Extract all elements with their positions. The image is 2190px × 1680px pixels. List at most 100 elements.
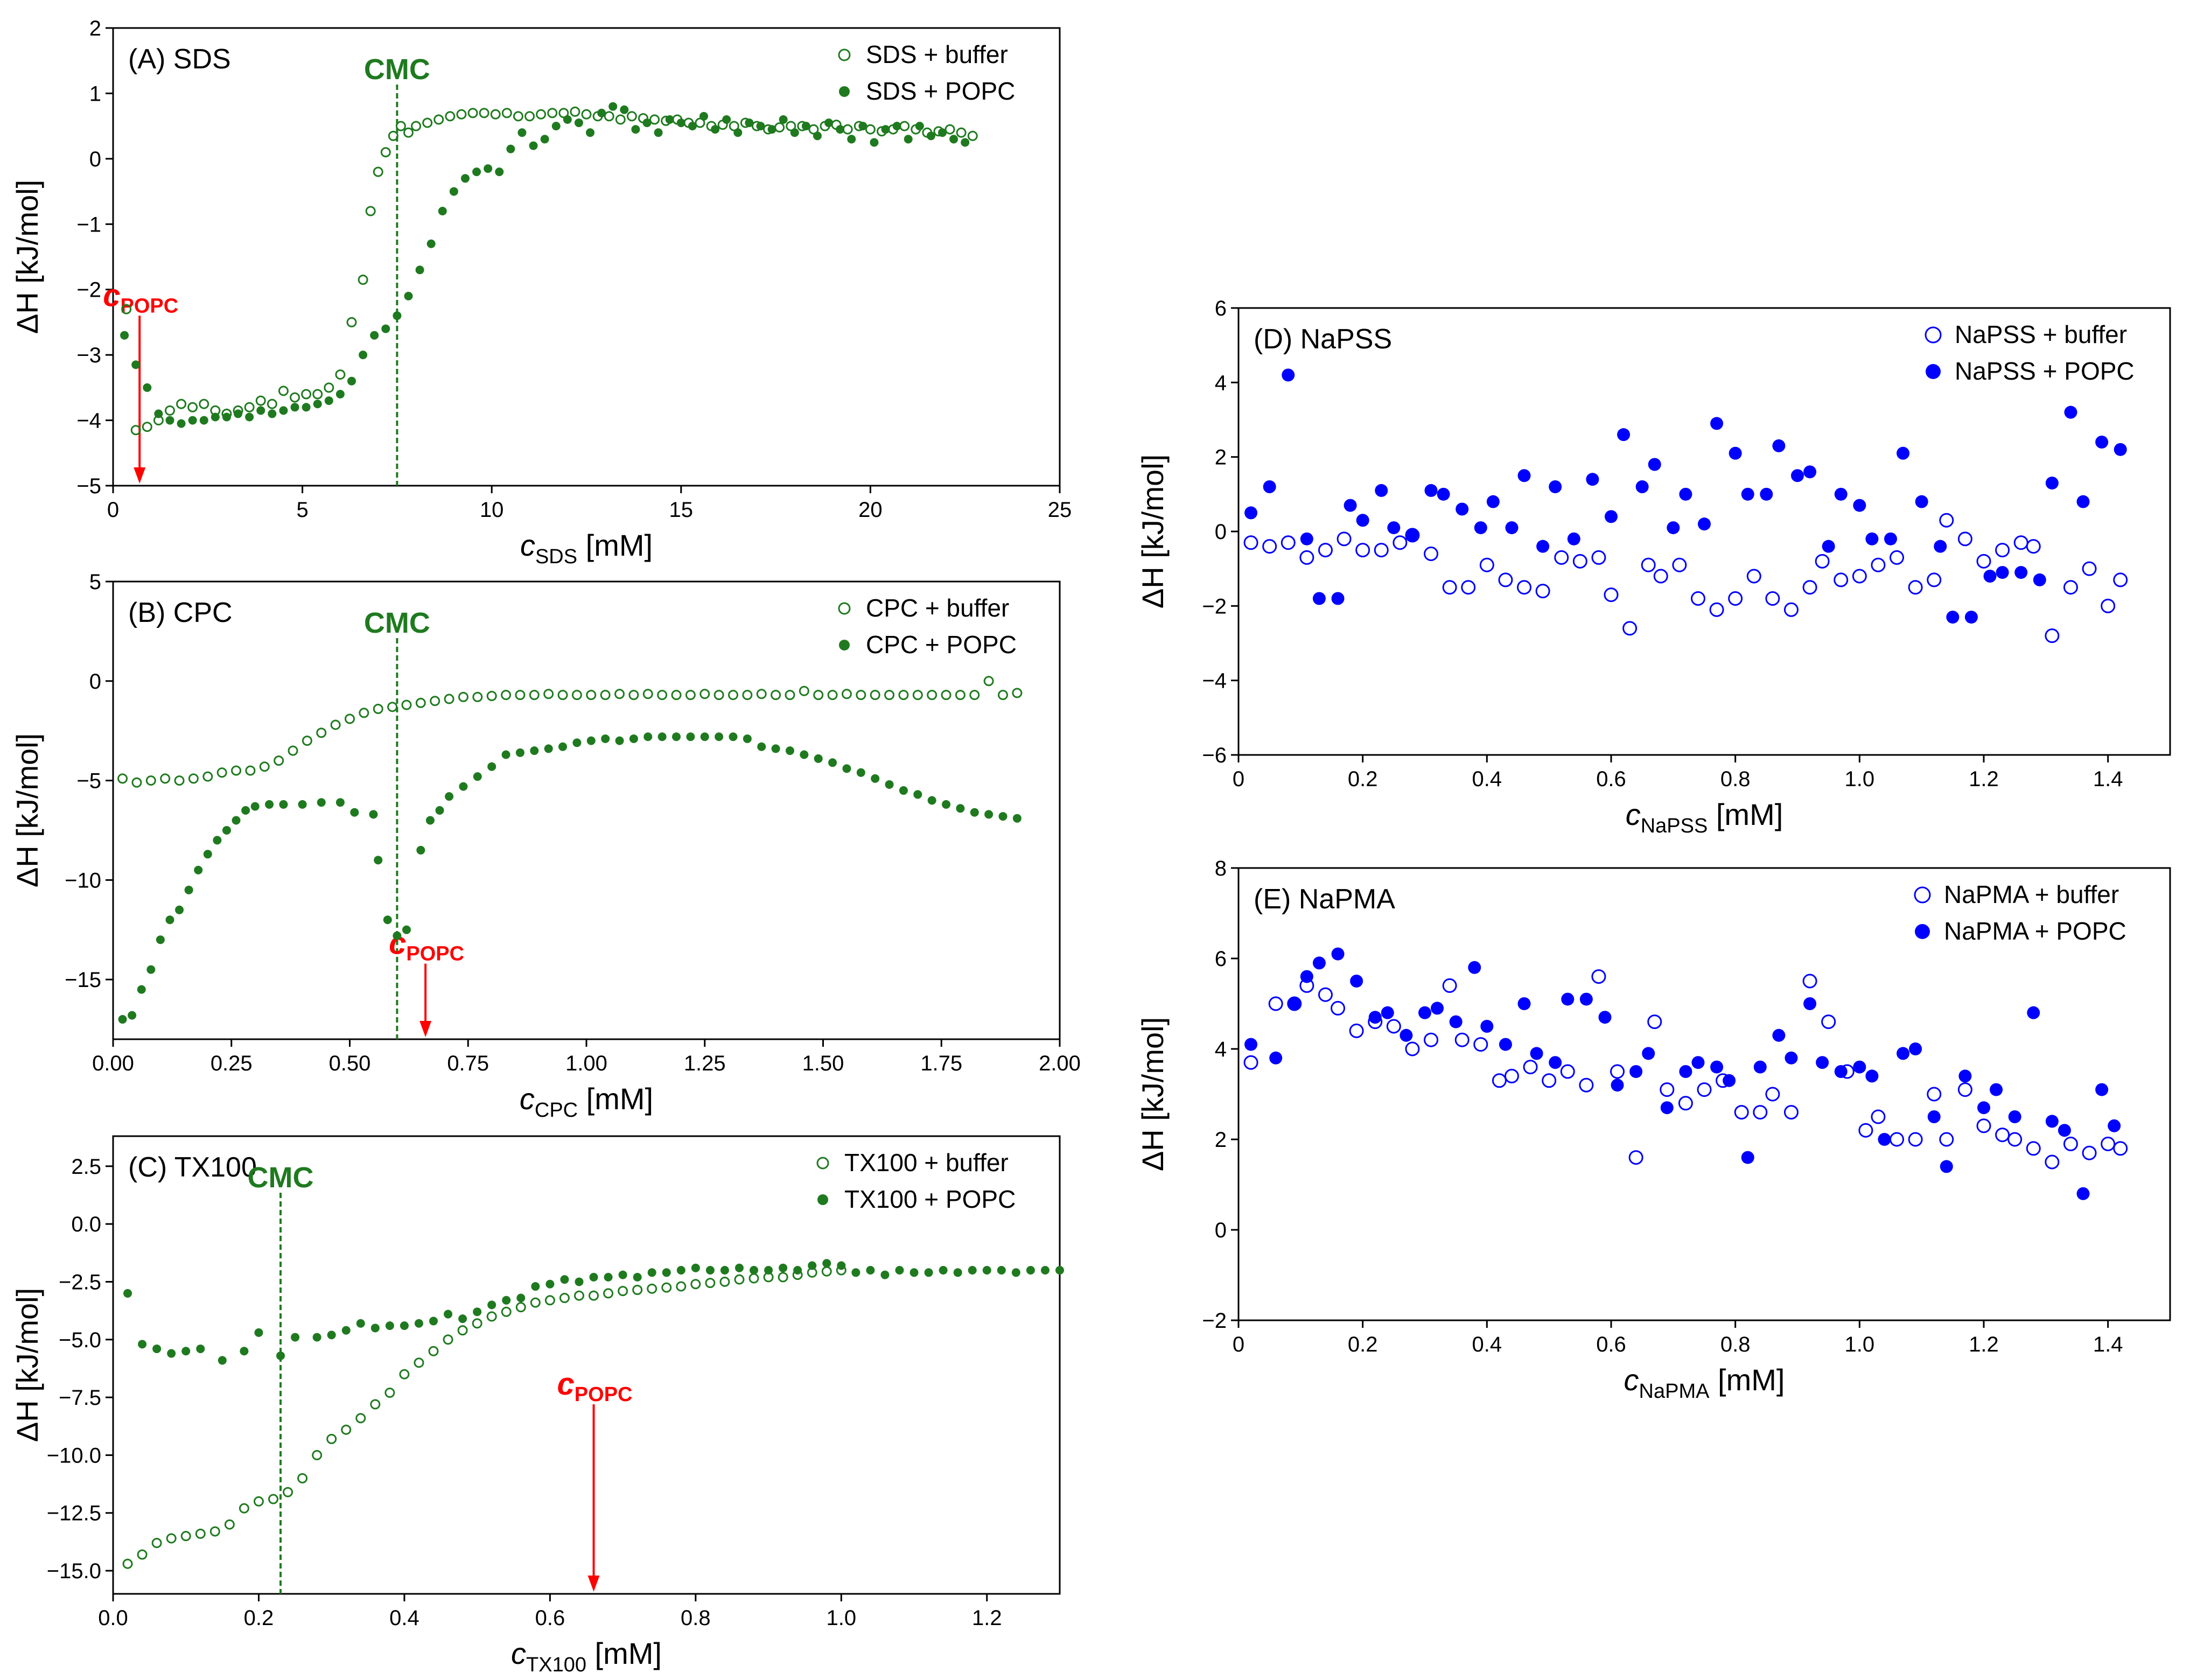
y-tick-label: 2 xyxy=(1215,1128,1227,1152)
data-point xyxy=(460,174,470,183)
y-tick-label: −4 xyxy=(1202,669,1227,693)
data-point xyxy=(1783,602,1799,617)
data-point xyxy=(632,1284,643,1295)
popc-arrow-head xyxy=(587,1576,600,1592)
x-tick-label: 0.75 xyxy=(447,1052,489,1075)
x-tick-label: 0.8 xyxy=(1720,1333,1751,1356)
data-point xyxy=(851,1268,860,1277)
data-point xyxy=(146,965,156,974)
data-point xyxy=(1449,1015,1463,1028)
data-point xyxy=(892,122,901,131)
data-point xyxy=(1591,550,1606,565)
data-point xyxy=(1908,1132,1923,1147)
x-tick-label: 1.0 xyxy=(1845,1333,1875,1356)
data-point xyxy=(245,765,256,776)
data-point xyxy=(501,690,512,701)
y-tick-label: 0 xyxy=(1215,1219,1227,1242)
series-buffer xyxy=(1243,513,2128,643)
data-point xyxy=(429,1317,438,1326)
x-tick-label: 0 xyxy=(1233,1333,1244,1356)
data-point xyxy=(1281,535,1296,550)
data-point xyxy=(1653,569,1668,584)
y-tick-label: 0.0 xyxy=(71,1213,101,1236)
data-point xyxy=(1728,591,1743,606)
data-point xyxy=(642,689,653,699)
x-tick-label: 2.00 xyxy=(1039,1052,1081,1075)
data-point xyxy=(1648,458,1661,471)
data-point xyxy=(881,125,890,134)
series-buffer xyxy=(121,106,978,436)
data-point xyxy=(1802,580,1817,595)
data-point xyxy=(430,696,440,706)
data-point xyxy=(1269,1051,1283,1065)
x-tick-label: 1.0 xyxy=(1845,767,1875,791)
data-point xyxy=(123,1289,132,1298)
data-point xyxy=(756,689,767,699)
data-point xyxy=(1461,580,1476,595)
data-point xyxy=(1871,557,1886,572)
data-point xyxy=(1473,1037,1488,1052)
x-axis-label-main: c xyxy=(520,1082,535,1116)
y-tick-label: −4 xyxy=(76,409,101,433)
legend-marker xyxy=(817,1194,828,1205)
data-point xyxy=(166,1533,177,1544)
data-point xyxy=(145,775,156,786)
data-point xyxy=(177,419,186,428)
data-point xyxy=(1995,543,2010,558)
data-point xyxy=(156,935,165,944)
data-point xyxy=(486,691,497,701)
y-tick-label: −15.0 xyxy=(47,1559,101,1583)
data-point xyxy=(719,1276,730,1287)
x-axis-label-unit: [mM] xyxy=(1708,797,1783,831)
data-point xyxy=(575,1277,584,1286)
data-point xyxy=(467,108,478,118)
data-point xyxy=(515,748,524,757)
y-axis-label: ΔH [kJ/mol] xyxy=(10,733,44,887)
data-point xyxy=(326,1433,337,1444)
y-tick-label: −12.5 xyxy=(47,1502,101,1525)
data-point xyxy=(121,304,132,314)
panel-title: (D) NaPSS xyxy=(1254,324,1392,355)
data-point xyxy=(1263,480,1276,493)
panel-e: 0 0.2 0.4 0.6 0.8 1.0 1.2 1.4 −2 0 2 4 6 8 cNaPMA [mM]… xyxy=(1136,857,2171,1403)
data-point xyxy=(793,1265,802,1275)
data-point xyxy=(180,1531,191,1542)
data-point xyxy=(1647,1014,1662,1030)
data-point xyxy=(1344,499,1357,512)
data-point xyxy=(856,690,866,701)
data-point xyxy=(1834,1065,1848,1078)
data-point xyxy=(1437,487,1450,501)
legend-label: TX100 + POPC xyxy=(844,1185,1016,1213)
data-point xyxy=(870,690,880,701)
data-point xyxy=(530,746,539,755)
data-point xyxy=(259,761,270,772)
data-point xyxy=(742,690,753,701)
data-point xyxy=(279,406,288,415)
data-point xyxy=(313,400,322,409)
data-point xyxy=(301,389,312,400)
data-point xyxy=(2033,573,2046,586)
data-point xyxy=(1753,1105,1768,1120)
data-point xyxy=(216,767,227,778)
data-point xyxy=(151,1538,162,1549)
x-tick-label: 0.4 xyxy=(1472,1333,1502,1356)
x-tick-label: 1.00 xyxy=(565,1052,607,1075)
data-point xyxy=(411,121,422,131)
data-point xyxy=(967,130,978,141)
data-point xyxy=(837,1261,846,1270)
data-point xyxy=(942,800,951,809)
data-point xyxy=(982,1265,991,1275)
data-point xyxy=(381,324,390,333)
data-point xyxy=(435,806,444,815)
data-point xyxy=(1909,1042,1922,1055)
popc-label-main: c xyxy=(557,1367,575,1402)
data-point xyxy=(416,845,425,855)
data-point xyxy=(1405,528,1419,542)
data-point xyxy=(1567,532,1580,545)
data-point xyxy=(131,360,141,369)
x-axis-label-main: c xyxy=(511,1636,526,1670)
x-tick-label: 1.2 xyxy=(972,1606,1002,1630)
data-point xyxy=(130,425,141,436)
data-point xyxy=(1431,1002,1444,1015)
data-point xyxy=(231,765,242,776)
